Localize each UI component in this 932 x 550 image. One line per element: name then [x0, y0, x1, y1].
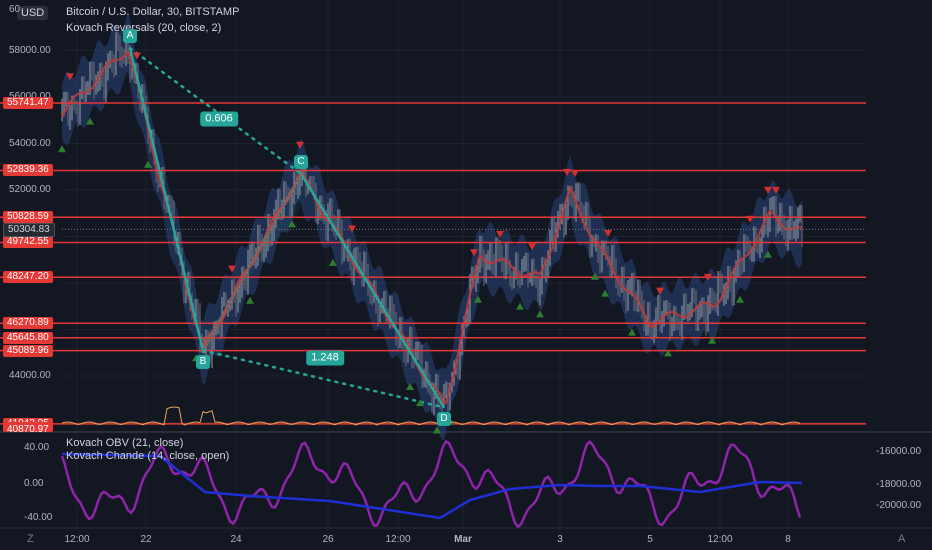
- up-arrow-icon: [628, 328, 636, 336]
- up-arrow-icon: [536, 310, 544, 318]
- obv-axis-tick: -20000.00: [876, 500, 922, 511]
- oscillator-axis-tick: 40.00: [24, 442, 50, 453]
- up-arrow-icon: [764, 250, 772, 258]
- up-arrow-icon: [329, 258, 337, 266]
- time-axis-tick: 5: [647, 534, 653, 545]
- time-axis-tick: 24: [230, 534, 242, 545]
- up-arrow-icon: [516, 302, 524, 310]
- obv-axis-tick: -18000.00: [876, 479, 922, 490]
- price-axis-tick: 54000.00: [9, 137, 51, 149]
- up-arrow-icon: [58, 145, 66, 153]
- time-axis-tick: 12:00: [707, 534, 733, 545]
- price-axis-tick: 44000.00: [9, 370, 51, 381]
- up-arrow-icon: [601, 289, 609, 297]
- up-arrow-icon: [664, 349, 672, 357]
- lower-pane: [60, 439, 803, 529]
- up-arrow-icon: [288, 220, 296, 228]
- price-level-tag[interactable]: 50828.59: [3, 211, 53, 224]
- up-arrow-icon: [591, 272, 599, 280]
- pattern-point-d[interactable]: D: [437, 412, 451, 427]
- ratio-label-bd[interactable]: 1.248: [306, 350, 344, 366]
- up-arrow-icon: [246, 296, 254, 304]
- grid-lines: [0, 0, 932, 530]
- time-axis-tick: 8: [785, 534, 791, 545]
- price-level-tag[interactable]: 55741.47: [3, 97, 53, 109]
- price-axis-tick: 56000.00: [9, 91, 51, 102]
- up-arrow-icon: [736, 295, 744, 303]
- price-level-tag[interactable]: 48247.20: [3, 271, 53, 284]
- pattern-point-b[interactable]: B: [196, 355, 210, 370]
- time-axis-tick: 12:00: [385, 534, 411, 545]
- up-arrow-icon: [406, 382, 414, 390]
- price-level-tag[interactable]: 45645.80: [3, 331, 53, 344]
- down-arrow-icon: [764, 186, 772, 194]
- currency-button[interactable]: USD: [17, 6, 49, 20]
- down-arrow-icon: [470, 249, 478, 257]
- price-axis-tick: 58000.00: [9, 44, 51, 56]
- price-axis-tick: 52000.00: [9, 184, 51, 195]
- down-arrow-icon: [571, 170, 579, 178]
- up-arrow-icon: [433, 426, 441, 434]
- bd-extension: [201, 349, 446, 409]
- chande-legend[interactable]: Kovach Chande (14, close, open): [66, 450, 230, 462]
- volume-line-path: [61, 406, 801, 426]
- down-arrow-icon: [496, 230, 504, 238]
- time-axis-tick: Mar: [454, 534, 472, 545]
- up-arrow-icon: [144, 160, 152, 168]
- down-arrow-icon: [296, 141, 304, 149]
- ratio-label-ac[interactable]: 0.606: [200, 111, 238, 127]
- down-arrow-icon: [656, 287, 664, 295]
- lower-pane-legend: Kovach OBV (21, close) Kovach Chande (14…: [66, 437, 229, 463]
- up-arrow-icon: [708, 336, 716, 344]
- indicator-title[interactable]: Kovach Reversals (20, close, 2): [66, 22, 222, 34]
- obv-axis-tick: -16000.00: [876, 446, 922, 457]
- price-level-tag[interactable]: 45089.96: [3, 344, 53, 357]
- down-arrow-icon: [528, 243, 536, 251]
- price-level-tag[interactable]: 52839.36: [3, 164, 53, 177]
- bc-line: [202, 173, 302, 351]
- down-arrow-icon: [66, 73, 74, 81]
- obv-legend[interactable]: Kovach OBV (21, close): [66, 437, 184, 449]
- chart-legend: Bitcoin / U.S. Dollar, 30, BITSTAMP Kova…: [66, 4, 239, 36]
- pattern-point-a[interactable]: A: [123, 29, 137, 44]
- down-arrow-icon: [563, 168, 571, 176]
- down-arrow-icon: [348, 225, 356, 233]
- zoom-button[interactable]: Z: [27, 533, 34, 545]
- pattern-point-c[interactable]: C: [294, 154, 308, 169]
- price-level-tag[interactable]: 49742.55: [3, 236, 53, 249]
- down-arrow-icon: [604, 229, 612, 237]
- time-axis-tick: 3: [557, 534, 563, 545]
- down-arrow-icon: [772, 186, 780, 194]
- up-arrow-icon: [86, 117, 94, 125]
- time-axis-tick: 22: [140, 534, 152, 545]
- down-arrow-icon: [746, 215, 754, 223]
- up-arrow-icon: [474, 295, 482, 303]
- up-arrow-icon: [416, 399, 424, 407]
- time-axis-tick: 26: [322, 534, 334, 545]
- down-arrow-icon: [228, 265, 236, 273]
- time-axis-tick: 12:00: [64, 534, 90, 545]
- symbol-title[interactable]: Bitcoin / U.S. Dollar, 30, BITSTAMP: [66, 6, 240, 18]
- obv-line: [61, 452, 803, 520]
- chande-line: [60, 439, 802, 529]
- current-price-tag[interactable]: 50304.83: [3, 223, 55, 238]
- oscillator-axis-tick: -40.00: [24, 512, 53, 523]
- price-axis-tick: 60: [9, 4, 21, 15]
- price-level-tag[interactable]: 40870.97: [3, 422, 53, 432]
- price-level-tag[interactable]: 46270.89: [3, 317, 53, 330]
- volume-line: [61, 406, 801, 426]
- ac-retracement: [128, 46, 303, 175]
- down-arrow-icon: [704, 273, 712, 281]
- oscillator-axis-tick: 0.00: [24, 478, 44, 489]
- abcd-pattern: [128, 46, 446, 409]
- auto-scale-button[interactable]: A: [898, 533, 906, 545]
- down-arrow-icon: [133, 52, 141, 60]
